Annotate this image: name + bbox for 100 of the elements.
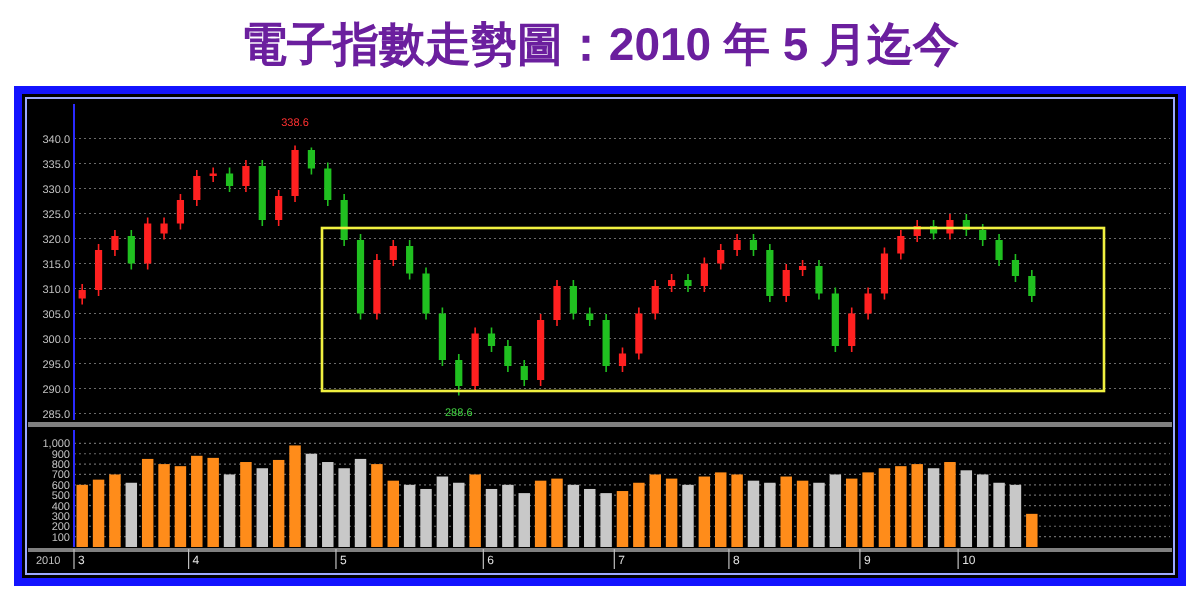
bar	[584, 488, 596, 547]
bar	[600, 493, 612, 547]
candlestick	[455, 353, 463, 397]
bar	[518, 493, 530, 547]
bar	[665, 478, 678, 547]
bar	[76, 484, 88, 547]
candlestick	[700, 256, 708, 293]
bar	[944, 462, 956, 547]
title: 電子指數走勢圖：2010 年 5 月迄今	[240, 18, 960, 70]
bar	[272, 459, 285, 547]
bar	[109, 474, 121, 547]
bar	[845, 478, 858, 547]
bar	[158, 464, 170, 547]
candlestick	[504, 339, 512, 373]
bar	[485, 488, 498, 547]
bar	[502, 484, 514, 547]
bar	[125, 482, 138, 547]
bar	[927, 468, 940, 547]
bar	[895, 466, 907, 547]
candlestick	[733, 233, 741, 257]
bar	[813, 482, 825, 547]
bar	[682, 484, 694, 547]
bar	[387, 480, 399, 547]
bar	[633, 482, 645, 547]
candlestick	[160, 216, 168, 241]
bar	[436, 476, 449, 547]
bar	[207, 457, 219, 547]
candlestick	[618, 346, 627, 373]
bar	[960, 470, 973, 547]
candlestick	[749, 233, 758, 257]
candlestick	[848, 306, 856, 353]
bar	[305, 453, 318, 547]
bar	[354, 458, 367, 547]
bar	[649, 474, 661, 547]
bar	[174, 466, 187, 547]
candlestick	[979, 223, 987, 247]
candlestick	[880, 246, 889, 301]
candlestick	[406, 239, 414, 281]
bar	[256, 468, 269, 547]
candlestick	[651, 279, 659, 321]
bar	[534, 480, 547, 547]
candlestick	[111, 229, 119, 257]
candlestick	[995, 233, 1003, 267]
bar	[420, 488, 432, 547]
bar	[240, 462, 252, 547]
bar	[371, 464, 383, 547]
bar	[616, 491, 629, 547]
candlestick	[438, 306, 446, 367]
candlestick	[864, 286, 872, 321]
bar	[469, 474, 481, 547]
bar	[993, 482, 1005, 547]
candlestick	[782, 263, 790, 303]
bar	[223, 474, 236, 547]
bar	[567, 484, 580, 547]
bar	[764, 482, 776, 547]
candlestick	[520, 359, 528, 387]
candlestick	[291, 144, 299, 203]
candlestick	[242, 159, 250, 193]
bar	[551, 478, 563, 547]
candlestick	[635, 306, 643, 361]
candlestick	[602, 313, 610, 373]
candlestick	[487, 326, 496, 353]
bar	[796, 480, 809, 547]
candlestick	[340, 193, 348, 247]
bar	[698, 476, 711, 547]
candlestick	[176, 193, 185, 231]
candlestick	[897, 229, 905, 261]
bar	[289, 445, 301, 547]
bar	[141, 458, 154, 547]
bar	[829, 474, 842, 547]
bar	[1009, 484, 1022, 547]
bar	[747, 480, 760, 547]
bar	[878, 468, 891, 547]
candlestick	[144, 216, 152, 271]
candlestick	[307, 146, 316, 176]
bar	[976, 474, 989, 547]
candlestick	[78, 283, 86, 306]
bar	[731, 474, 743, 547]
candlestick	[324, 161, 332, 207]
bar	[911, 464, 923, 547]
bar	[403, 484, 416, 547]
candlestick	[766, 243, 774, 303]
candlestick	[815, 259, 823, 301]
candlestick	[717, 243, 725, 271]
bar	[715, 472, 727, 547]
candlestick	[569, 279, 577, 321]
bar	[191, 455, 203, 547]
candlestick	[94, 243, 103, 297]
bar	[1026, 513, 1038, 547]
bar	[338, 468, 350, 547]
bar	[780, 476, 792, 547]
candlestick	[275, 189, 283, 227]
candlestick	[225, 166, 234, 193]
candlestick	[127, 229, 135, 271]
candlestick	[1011, 253, 1020, 283]
bar	[453, 482, 465, 547]
bar	[862, 472, 874, 547]
bar	[92, 479, 105, 547]
candlestick	[389, 239, 397, 267]
candlestick	[422, 266, 430, 321]
